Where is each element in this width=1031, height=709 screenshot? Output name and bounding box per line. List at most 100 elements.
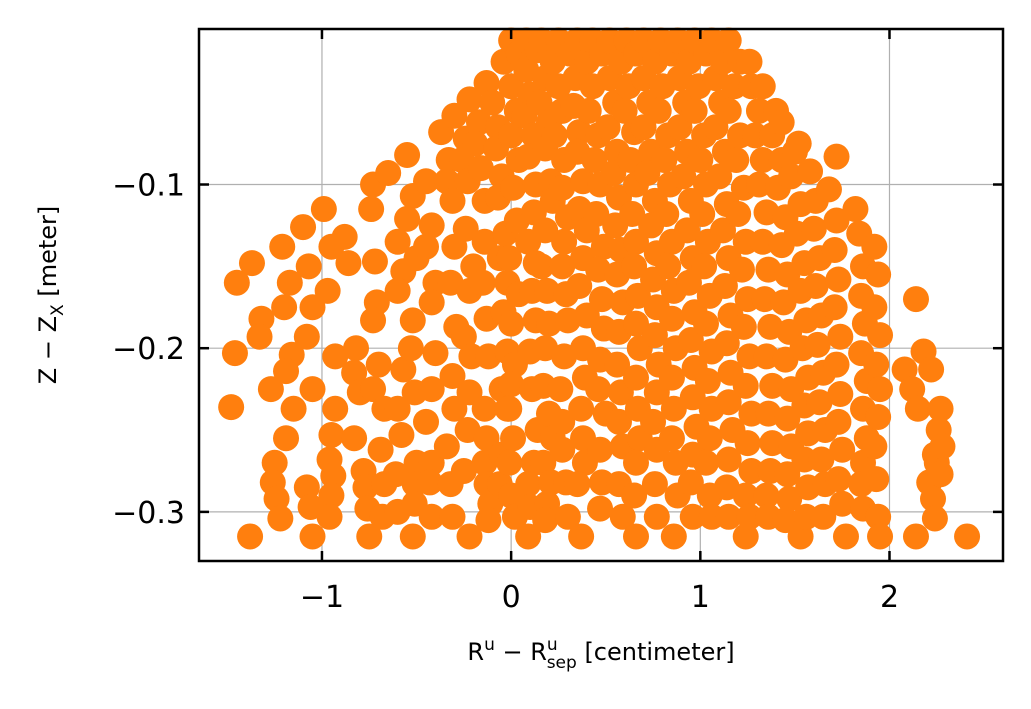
scatter-point	[360, 376, 387, 403]
scatter-point	[390, 356, 417, 383]
scatter-point	[832, 523, 859, 550]
scatter-point	[753, 482, 780, 509]
scatter-point	[691, 253, 718, 280]
scatter-point	[361, 248, 388, 275]
scatter-point	[619, 200, 646, 227]
scatter-point	[692, 310, 719, 337]
scatter-point	[674, 217, 701, 244]
scatter-point	[587, 436, 614, 463]
scatter-point	[273, 358, 300, 385]
scatter-point	[551, 228, 578, 255]
scatter-point	[433, 168, 460, 195]
scatter-point	[238, 250, 265, 277]
scatter-point	[418, 212, 445, 239]
scatter-point	[825, 466, 852, 493]
scatter-point	[679, 384, 706, 411]
scatter-point	[276, 269, 303, 296]
scatter-point	[367, 436, 394, 463]
scatter-point	[774, 461, 801, 488]
scatter-point	[706, 163, 733, 190]
scatter-point	[318, 421, 345, 448]
scatter-point	[692, 449, 719, 476]
scatter-point	[815, 176, 842, 203]
scatter-point	[865, 261, 892, 288]
scatter-point	[456, 523, 483, 550]
scatter-point	[711, 272, 738, 299]
scatter-point	[418, 449, 445, 476]
scatter-point	[310, 196, 337, 223]
y-tick-label: −0.1	[112, 169, 185, 204]
scatter-point	[456, 86, 483, 113]
scatter-point	[715, 446, 742, 473]
scatter-point	[829, 436, 856, 463]
scatter-point	[416, 469, 443, 496]
scatter-point	[267, 505, 294, 532]
scatter-point	[528, 253, 555, 280]
scatter-point	[622, 228, 649, 255]
scatter-point	[785, 130, 812, 157]
scatter-point	[738, 457, 765, 484]
scatter-point	[271, 294, 298, 321]
scatter-point	[471, 228, 498, 255]
scatter-point	[221, 340, 248, 367]
scatter-point	[331, 223, 358, 250]
scatter-point	[677, 327, 704, 354]
plot-frame	[197, 27, 1005, 563]
scatter-point	[904, 395, 931, 422]
scatter-point	[829, 490, 856, 517]
scatter-point	[768, 109, 795, 136]
scatter-point	[823, 207, 850, 234]
scatter-point	[867, 322, 894, 349]
scatter-point	[394, 205, 421, 232]
scatter-point	[861, 294, 888, 321]
scatter-point	[456, 379, 483, 406]
scatter-point	[365, 351, 392, 378]
scatter-point	[728, 256, 755, 283]
scatter-point	[645, 97, 672, 124]
scatter-point	[467, 155, 494, 182]
scatter-point	[469, 269, 496, 296]
scatter-point	[496, 245, 523, 272]
scatter-point	[863, 466, 890, 493]
scatter-point	[929, 433, 956, 460]
scatter-points	[218, 27, 981, 550]
scatter-point	[681, 97, 708, 124]
scatter-point	[500, 174, 527, 201]
scatter-point	[715, 503, 742, 530]
scatter-point	[867, 523, 894, 550]
scatter-point	[865, 503, 892, 530]
scatter-point	[314, 277, 341, 304]
scatter-point	[273, 425, 300, 452]
scatter-point	[821, 294, 848, 321]
scatter-point	[399, 307, 426, 334]
scatter-point	[356, 523, 383, 550]
scatter-point	[500, 425, 527, 452]
scatter-point	[772, 507, 799, 534]
scatter-point	[418, 376, 445, 403]
scatter-point	[293, 474, 320, 501]
scatter-point	[611, 97, 638, 124]
scatter-point	[630, 114, 657, 141]
scatter-point	[322, 343, 349, 370]
scatter-point	[734, 430, 761, 457]
scatter-point	[441, 395, 468, 422]
scatter-point	[651, 146, 678, 173]
scatter-point	[581, 146, 608, 173]
scatter-point	[689, 200, 716, 227]
scatter-point	[723, 146, 750, 173]
scatter-point	[360, 307, 387, 334]
scatter-point	[585, 376, 612, 403]
scatter-point	[622, 449, 649, 476]
scatter-point	[899, 376, 926, 403]
scatter-point	[496, 395, 523, 422]
scatter-point	[696, 425, 723, 452]
scatter-point	[223, 269, 250, 296]
scatter-point	[498, 371, 525, 398]
scatter-point	[622, 364, 649, 391]
scatter-point	[341, 359, 368, 386]
scatter-point	[902, 286, 929, 313]
scatter-point	[808, 446, 835, 473]
x-axis-label: Ru − Ru sep [centimeter]	[467, 635, 734, 673]
scatter-point	[588, 286, 615, 313]
